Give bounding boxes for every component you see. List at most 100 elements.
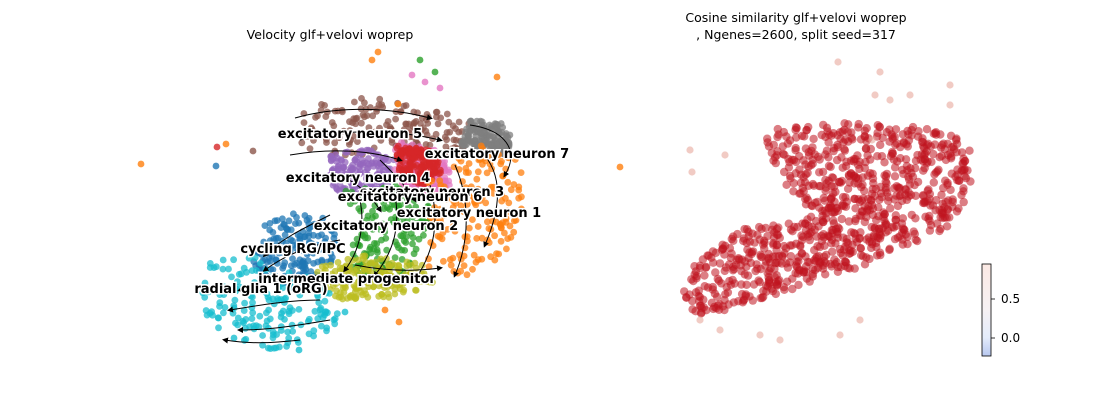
cell-point (405, 203, 412, 211)
cosine-point (686, 146, 694, 154)
cosine-point (951, 172, 960, 181)
cell-point (382, 235, 390, 242)
cell-point (407, 261, 415, 269)
colorbar-tick-label-0.5: 0.5 (1001, 292, 1020, 306)
cell-point (216, 291, 224, 298)
cell-point (329, 181, 337, 189)
cell-point (402, 120, 410, 128)
cosine-point (946, 185, 955, 195)
cell-point (327, 250, 335, 258)
cell-point (331, 320, 339, 328)
cosine-point (715, 259, 725, 268)
cosine-point (843, 184, 853, 193)
cell-point (285, 217, 293, 225)
cell-point (505, 141, 513, 149)
cosine-point (803, 168, 812, 178)
cell-point (515, 194, 523, 202)
velocity-streamlines (222, 108, 512, 344)
cell-point (414, 168, 422, 175)
cosine-point (809, 134, 818, 144)
cell-point (510, 181, 518, 188)
cosine-point (803, 257, 813, 267)
cell-point (330, 234, 338, 242)
cosine-point (952, 207, 962, 216)
cell-point (264, 344, 272, 352)
cell-point (491, 232, 498, 240)
cell-point (449, 204, 457, 211)
cosine-point (860, 217, 869, 227)
cell-point (497, 237, 505, 245)
cell-point (348, 188, 356, 196)
cell-point (219, 256, 227, 264)
cosine-point (779, 127, 788, 137)
cell-point (335, 162, 343, 170)
cell-point (491, 120, 499, 127)
cell-point (391, 290, 399, 298)
cosine-point (903, 239, 912, 249)
outlier-point (368, 56, 376, 64)
cell-point (409, 240, 416, 248)
cosine-point (841, 135, 850, 144)
cosine-point (922, 125, 932, 134)
cosine-point (776, 336, 784, 344)
cell-point (464, 237, 471, 245)
outlier-point (213, 143, 221, 151)
cell-point (273, 259, 281, 267)
cell-point (395, 185, 403, 193)
cosine-point (789, 187, 798, 196)
cell-point (373, 188, 381, 196)
cosine-point (782, 180, 791, 189)
cell-point (307, 268, 315, 275)
cosine-point (778, 252, 787, 261)
cosine-point (791, 143, 800, 153)
cell-point (437, 166, 444, 174)
cosine-point (791, 261, 801, 270)
cell-point (348, 270, 356, 277)
cell-point (377, 255, 385, 263)
cosine-point (696, 316, 704, 324)
cosine-point (840, 146, 850, 155)
cosine-similarity-panel: Cosine similarity glf+velovi woprep , Ng… (680, 10, 1020, 357)
cosine-point (786, 225, 796, 234)
cell-point (287, 226, 295, 234)
cell-point (440, 183, 448, 191)
cosine-point (729, 262, 738, 271)
cosine-point (907, 125, 916, 135)
cell-point (328, 227, 336, 235)
cell-point (318, 101, 325, 108)
cosine-point (856, 244, 865, 253)
cosine-point (851, 204, 860, 213)
cell-point (361, 223, 369, 231)
cell-point (484, 140, 492, 148)
cell-point (409, 234, 417, 242)
cell-point (352, 175, 360, 182)
cosine-point (933, 219, 942, 228)
cell-point (407, 161, 414, 169)
cell-point (284, 328, 292, 336)
cell-point (457, 190, 465, 198)
outlier-point (431, 68, 439, 76)
cosine-point (824, 176, 833, 185)
cell-point (493, 141, 501, 149)
cell-point (371, 240, 378, 247)
cell-point (365, 188, 373, 195)
cell-point (329, 167, 336, 175)
cosine-point (844, 217, 854, 226)
cell-point (292, 286, 300, 294)
cell-point (237, 270, 245, 278)
cell-point (228, 273, 235, 281)
outlier-point (295, 346, 303, 354)
outlier-point (381, 306, 389, 314)
cluster-label-excitatory-neuron-2: excitatory neuron 2 (314, 219, 458, 234)
cell-point (351, 156, 359, 164)
velocity-streamline (479, 149, 498, 248)
cell-point (463, 271, 471, 279)
cell-point (293, 336, 301, 343)
cell-point (498, 157, 505, 165)
cell-point (221, 304, 229, 311)
cell-point (342, 187, 350, 195)
cosine-point (756, 293, 765, 303)
cell-point (327, 130, 334, 138)
cosine-point (753, 264, 762, 273)
